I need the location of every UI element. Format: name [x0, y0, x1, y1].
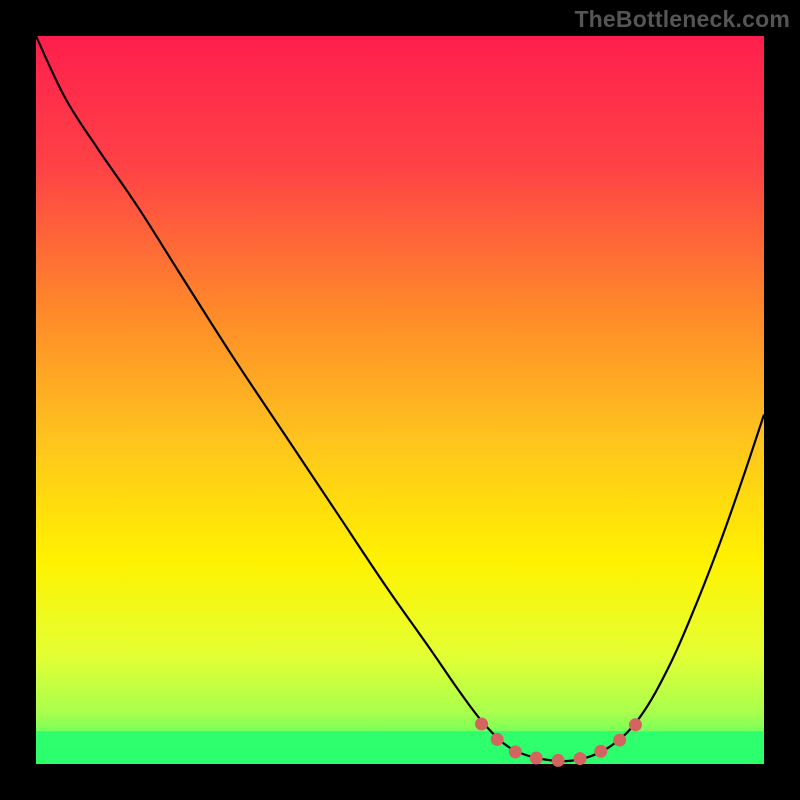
green-band: [36, 731, 764, 764]
gradient-background: [36, 36, 764, 764]
chart-svg: [0, 0, 800, 800]
chart-canvas: TheBottleneck.com: [0, 0, 800, 800]
watermark-text: TheBottleneck.com: [574, 6, 790, 33]
